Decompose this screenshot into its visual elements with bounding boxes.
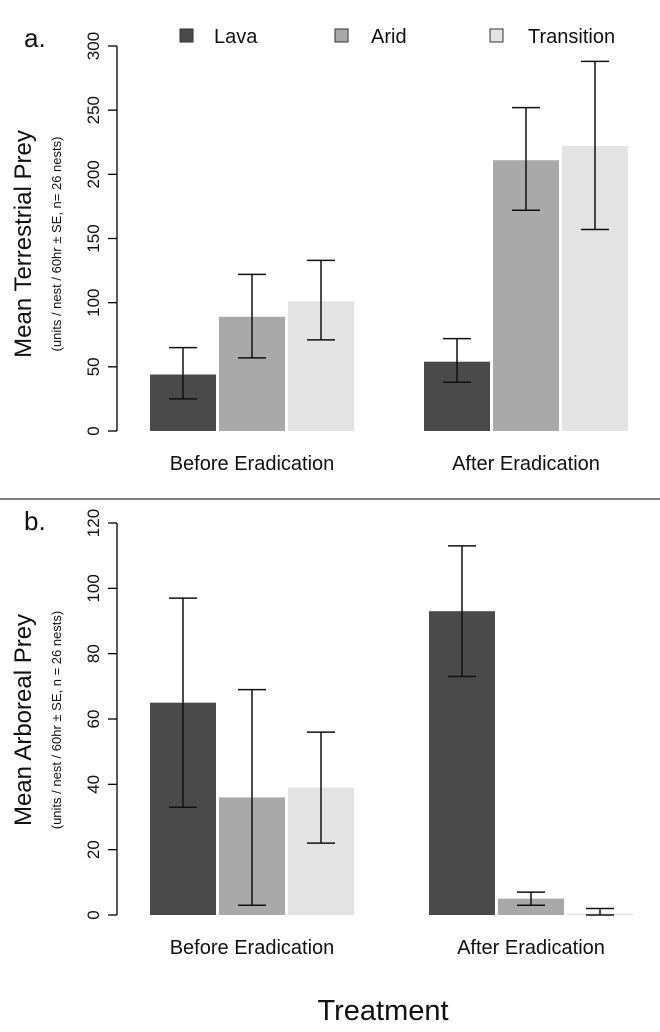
panel-b-ylabel-sub: (units / nest / 60hr ± SE, n = 26 nests): [49, 611, 64, 830]
legend-label-arid: Arid: [371, 26, 407, 48]
panel-b-ylabel: Mean Arboreal Prey: [10, 614, 37, 826]
y-tick-label: 0: [84, 426, 103, 435]
panel-a-ylabel-sub: (units / nest / 60hr ± SE, n= 26 nests): [49, 137, 64, 352]
legend-swatch-arid: [334, 28, 349, 43]
legend: Lava Arid Transition: [179, 26, 615, 48]
category-label: After Eradication: [457, 937, 605, 959]
panel-a-terrestrial: a. Mean Terrestrial Prey (units / nest /…: [10, 23, 628, 475]
y-tick-label: 40: [84, 775, 103, 794]
legend-swatch-transition: [489, 28, 504, 43]
legend-label-lava: Lava: [214, 26, 258, 48]
panel-a-label: a.: [24, 23, 46, 53]
y-tick-label: 0: [84, 910, 103, 919]
x-axis-title: Treatment: [317, 995, 448, 1027]
y-tick-label: 50: [84, 357, 103, 376]
y-tick-label: 60: [84, 710, 103, 729]
y-tick-label: 100: [84, 288, 103, 316]
y-tick-label: 150: [84, 224, 103, 252]
category-label: Before Eradication: [170, 453, 335, 475]
category-label: Before Eradication: [170, 937, 335, 959]
y-tick-label: 80: [84, 644, 103, 663]
panel-b-label: b.: [24, 506, 46, 536]
y-tick-label: 100: [84, 574, 103, 602]
bar-arid: [498, 898, 564, 915]
y-tick-label: 20: [84, 840, 103, 859]
category-label: After Eradication: [452, 453, 600, 475]
y-tick-label: 200: [84, 160, 103, 188]
y-tick-label: 120: [84, 509, 103, 537]
y-tick-label: 300: [84, 32, 103, 60]
panel-b-arboreal: b. Mean Arboreal Prey (units / nest / 60…: [10, 506, 633, 959]
y-tick-label: 250: [84, 96, 103, 124]
legend-swatch-lava: [179, 28, 194, 43]
legend-label-transition: Transition: [528, 26, 615, 48]
panel-a-ylabel: Mean Terrestrial Prey: [10, 130, 37, 358]
